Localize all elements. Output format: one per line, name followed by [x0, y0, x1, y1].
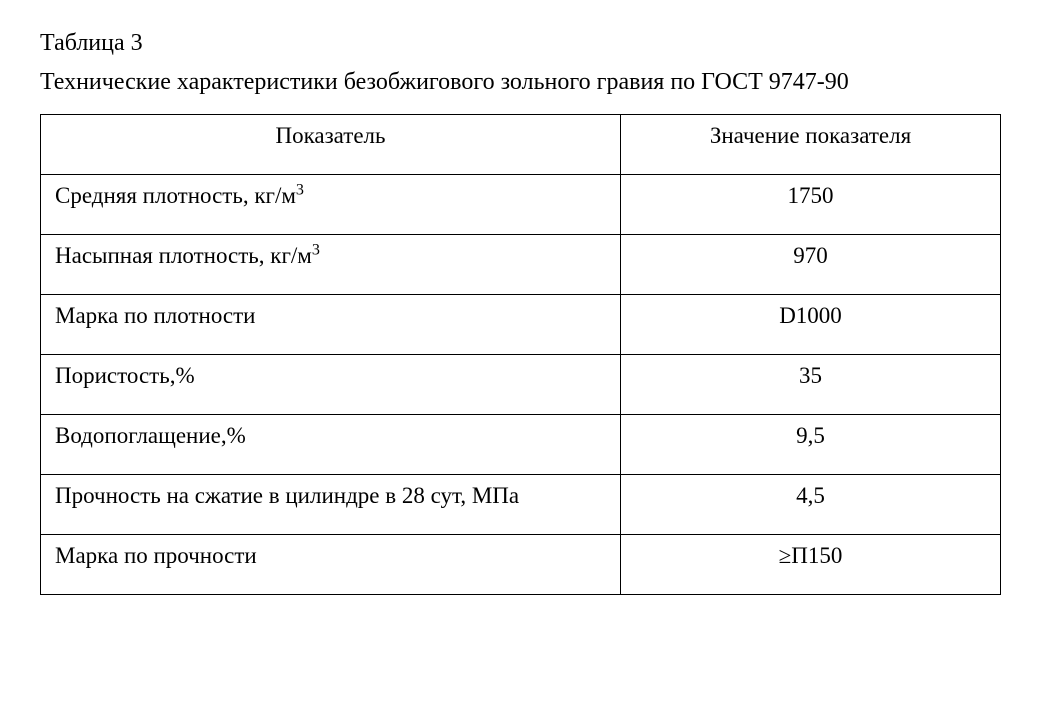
characteristics-table: Показатель Значение показателя Средняя п… [40, 114, 1001, 595]
cell-value: 4,5 [621, 475, 1001, 535]
cell-value: 35 [621, 355, 1001, 415]
table-row: Насыпная плотность, кг/м3 970 [41, 235, 1001, 295]
table-subtitle: Технические характеристики безобжигового… [40, 69, 1002, 96]
table-row: Средняя плотность, кг/м3 1750 [41, 175, 1001, 235]
cell-value: 9,5 [621, 415, 1001, 475]
table-row: Марка по плотности D1000 [41, 295, 1001, 355]
table-caption: Таблица 3 [40, 30, 1002, 57]
cell-parameter: Марка по прочности [41, 535, 621, 595]
cell-value: D1000 [621, 295, 1001, 355]
table-header-row: Показатель Значение показателя [41, 115, 1001, 175]
cell-parameter: Насыпная плотность, кг/м3 [41, 235, 621, 295]
cell-parameter: Средняя плотность, кг/м3 [41, 175, 621, 235]
table-row: Водопоглащение,% 9,5 [41, 415, 1001, 475]
cell-value: 1750 [621, 175, 1001, 235]
cell-parameter: Водопоглащение,% [41, 415, 621, 475]
cell-value: ≥П150 [621, 535, 1001, 595]
header-value: Значение показателя [621, 115, 1001, 175]
cell-parameter: Пористость,% [41, 355, 621, 415]
cell-parameter: Прочность на сжатие в цилиндре в 28 сут,… [41, 475, 621, 535]
table-row: Пористость,% 35 [41, 355, 1001, 415]
header-parameter: Показатель [41, 115, 621, 175]
table-row: Марка по прочности ≥П150 [41, 535, 1001, 595]
cell-parameter: Марка по плотности [41, 295, 621, 355]
cell-value: 970 [621, 235, 1001, 295]
table-row: Прочность на сжатие в цилиндре в 28 сут,… [41, 475, 1001, 535]
